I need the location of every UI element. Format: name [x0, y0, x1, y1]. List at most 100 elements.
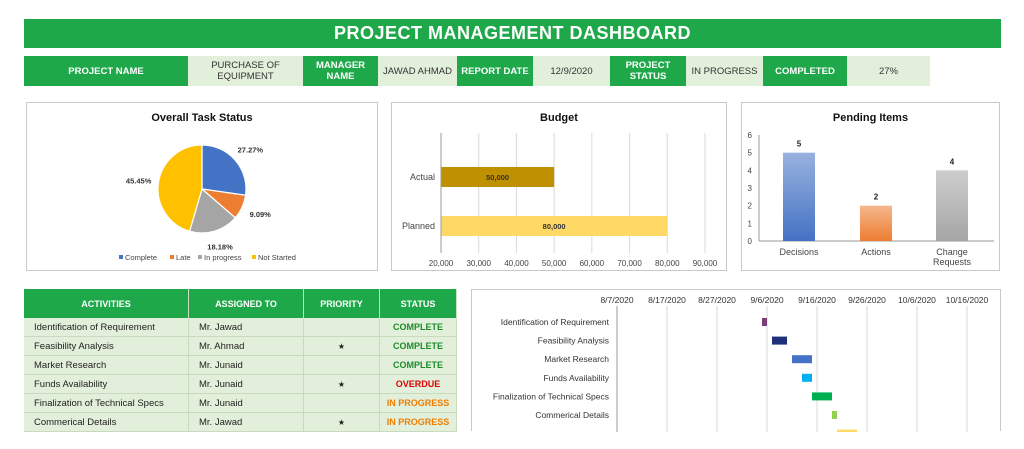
activity-cell: Identification of Requirement — [24, 318, 189, 336]
pending-y-tick: 0 — [748, 237, 753, 246]
legend-swatch — [119, 255, 123, 259]
pending-y-tick: 6 — [748, 131, 753, 140]
pending-y-tick: 2 — [748, 202, 753, 211]
priority-cell: ★ — [304, 337, 380, 355]
pending-category-label: Actions — [861, 247, 891, 257]
budget-category-label: Planned — [402, 221, 435, 231]
pending-category-label: Change Requests — [933, 247, 972, 267]
project-status-value: IN PROGRESS — [686, 56, 763, 86]
header-status: STATUS — [380, 289, 457, 318]
gantt-task-label: Funds Availability — [543, 373, 609, 383]
pending-data-label: 4 — [950, 157, 955, 166]
legend-swatch — [252, 255, 256, 259]
pie-slice — [188, 187, 237, 234]
gantt-x-tick: 9/26/2020 — [848, 295, 886, 305]
status-cell: IN PROGRESS — [380, 413, 457, 431]
gantt-x-tick: 10/16/2020 — [946, 295, 989, 305]
report-date-label: REPORT DATE — [457, 56, 533, 86]
pie-chart: 27.27% 9.09% 18.18% 45.45% Complete Late In pr… — [119, 144, 296, 262]
budget-bar — [441, 167, 555, 187]
pie-data-label: 18.18% — [207, 243, 233, 252]
assigned-cell: Mr. Junaid — [189, 394, 304, 412]
status-cell: IN PROGRESS — [380, 394, 457, 412]
gantt-x-tick: 8/7/2020 — [600, 295, 633, 305]
gantt-task-label: Market Research — [544, 354, 609, 364]
table-row: Funds Availability Mr. Junaid ★ OVERDUE — [24, 375, 457, 394]
activity-cell: Commerical Details — [24, 413, 189, 431]
report-date-value: 12/9/2020 — [533, 56, 610, 86]
pending-bar — [860, 205, 892, 241]
table-row: Identification of Requirement Mr. Jawad CO… — [24, 318, 457, 337]
table-row: Feasibility Analysis Mr. Ahmad ★ COMPLETE — [24, 337, 457, 356]
priority-cell: ★ — [304, 375, 380, 393]
assigned-cell: Mr. Jawad — [189, 413, 304, 431]
budget-x-tick: 90,000 — [693, 259, 718, 268]
gantt-bar — [812, 392, 832, 401]
priority-cell: ★ — [304, 413, 380, 431]
project-status-label: PROJECT STATUS — [610, 56, 686, 86]
header-assigned-to: ASSIGNED TO — [189, 289, 304, 318]
activity-cell: Funds Availability — [24, 375, 189, 393]
pending-category-label: Decisions — [779, 247, 819, 257]
pending-items-panel: Pending Items 0 1 2 3 4 5 6 5 2 4 Decisions Actions… — [741, 102, 1000, 271]
task-status-panel: Overall Task Status 27.27% 9.09% 18.18% 45.… — [26, 102, 378, 271]
status-cell: OVERDUE — [380, 375, 457, 393]
header-activities: ACTIVITIES — [24, 289, 189, 318]
table-row: Commerical Details Mr. Jawad ★ IN PROGRESS — [24, 413, 457, 432]
budget-x-tick: 50,000 — [542, 259, 567, 268]
gantt-task-label: Feasibility Analysis — [538, 336, 609, 346]
gantt-bar — [792, 355, 812, 364]
legend-label: In progress — [204, 253, 242, 262]
pending-data-label: 5 — [797, 140, 802, 149]
pie-data-label: 27.27% — [238, 146, 264, 155]
budget-x-tick: 70,000 — [617, 259, 642, 268]
dashboard-title: PROJECT MANAGEMENT DASHBOARD — [24, 19, 1001, 48]
table-header: ACTIVITIES ASSIGNED TO PRIORITY STATUS — [24, 289, 457, 318]
gantt-bar — [802, 373, 812, 382]
budget-panel: Budget 20,000 30,000 40,000 50,000 60,000 70,… — [391, 102, 727, 271]
manager-value: JAWAD AHMAD — [378, 56, 457, 86]
pending-y-tick: 3 — [748, 184, 753, 193]
gantt-bar — [772, 336, 787, 345]
pending-data-label: 2 — [874, 193, 879, 202]
budget-chart: 20,000 30,000 40,000 50,000 60,000 70,000 80,0… — [402, 133, 718, 268]
budget-x-tick: 40,000 — [504, 259, 529, 268]
gantt-bar — [762, 318, 767, 326]
gantt-task-label: Commerical Details — [535, 410, 609, 420]
gantt-x-tick: 9/16/2020 — [798, 295, 836, 305]
legend-label: Complete — [125, 253, 157, 262]
gantt-task-label: Identification of Requirement — [501, 317, 610, 327]
assigned-cell: Mr. Junaid — [189, 375, 304, 393]
completed-label: COMPLETED — [763, 56, 847, 86]
pie-data-label: 45.45% — [126, 176, 152, 185]
budget-x-tick: 20,000 — [429, 259, 454, 268]
table-body: Identification of Requirement Mr. Jawad CO… — [24, 318, 457, 432]
budget-data-label: 80,000 — [543, 222, 566, 231]
pending-bar — [783, 152, 815, 241]
pending-category-line: Change — [936, 247, 968, 257]
budget-x-tick: 80,000 — [655, 259, 680, 268]
pie-slice — [201, 144, 247, 196]
budget-x-tick: 30,000 — [466, 259, 491, 268]
pending-y-tick: 5 — [748, 149, 753, 158]
project-name-value: PURCHASE OF EQUIPMENT — [188, 56, 303, 86]
status-cell: COMPLETE — [380, 337, 457, 355]
gantt-panel: 8/7/2020 8/17/2020 8/27/2020 9/6/2020 9/16/2… — [471, 289, 1001, 432]
status-cell: COMPLETE — [380, 356, 457, 374]
gantt-x-tick: 8/17/2020 — [648, 295, 686, 305]
gantt-x-tick: 9/6/2020 — [750, 295, 783, 305]
completed-value: 27% — [847, 56, 930, 86]
task-status-title: Overall Task Status — [151, 112, 253, 124]
table-row: Market Research Mr. Junaid COMPLETE — [24, 356, 457, 375]
assigned-cell: Mr. Junaid — [189, 356, 304, 374]
manager-label: MANAGER NAME — [303, 56, 378, 86]
table-row: Finalization of Technical Specs Mr. Junai… — [24, 394, 457, 413]
assigned-cell: Mr. Jawad — [189, 318, 304, 336]
legend-swatch — [198, 255, 202, 259]
project-name-label: PROJECT NAME — [24, 56, 188, 86]
assigned-cell: Mr. Ahmad — [189, 337, 304, 355]
activity-cell: Market Research — [24, 356, 189, 374]
budget-category-label: Actual — [410, 172, 435, 182]
priority-cell — [304, 394, 380, 412]
gantt-x-tick: 10/6/2020 — [898, 295, 936, 305]
